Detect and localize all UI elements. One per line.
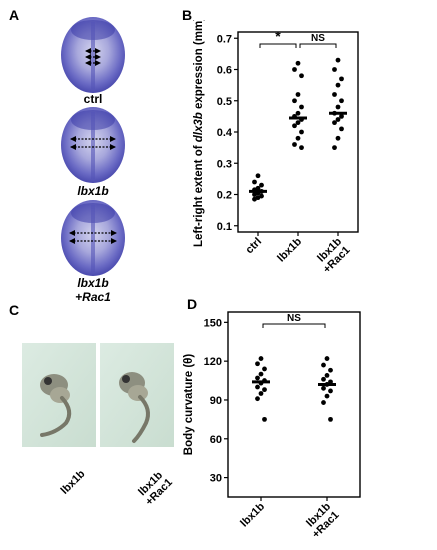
chart-b-point [295,135,301,141]
chart-b-point [292,67,297,72]
chart-b: 0.1 0.2 0.3 0.4 0.5 0.6 0.7 ctrl lbx1b lbx1b+Rac1… [193,20,359,276]
chart-b-point [295,60,301,66]
chart-b-xtick-label: ctrl [244,236,265,257]
chart-b-point [292,123,297,129]
chart-b-ytick-label: 0.5 [217,96,232,108]
larva-label-lbx1b-rac1: lbx1b +Rac1 [131,464,179,512]
embryo-lbx1b-rac1 [61,200,125,276]
panel-letter-c: C [9,302,20,318]
embryo-label-lbx1b-rac1: lbx1b +Rac1 [53,276,133,304]
chart-b-sig-bracket [299,43,337,48]
chart-d-point [328,367,333,373]
chart-d-ylabel: Body curvature (θ) [183,354,195,456]
chart-d-point [258,371,264,377]
chart-d-point [321,362,326,368]
chart-b-ylabel: Left-right extent of dlx3b expression (m… [193,20,205,247]
chart-b-point [295,92,301,97]
chart-b-point [252,179,257,185]
chart-b-point [332,92,337,97]
chart-b-ytick-label: 0.2 [217,190,232,202]
chart-d-point [255,396,260,402]
chart-d-point [324,372,330,378]
chart-b-point [299,129,304,135]
embryo-ctrl [61,17,125,93]
chart-b-point [259,182,264,188]
chart-d-point [255,361,260,367]
chart-b-point [295,120,301,126]
embryo-images [61,17,125,276]
larva-lbx1b-rac1-photo [100,343,174,447]
chart-b-point [335,117,341,122]
chart-b-point [295,110,301,116]
chart-d-ytick-label: 30 [210,473,222,485]
chart-d: 30 60 90 120 150 lbx1b lbx1b+Rac1 Body curvatur… [183,311,361,541]
chart-d-point [255,384,260,390]
chart-b-point [299,145,304,151]
chart-b-ytick-label: 0.3 [217,158,232,170]
chart-b-xtick-label: lbx1b+Rac1 [312,235,352,275]
chart-b-sig-label: * [275,28,281,44]
chart-b-ytick-label: 0.1 [217,221,232,233]
chart-b-point [255,173,261,179]
chart-d-ytick-label: 60 [210,434,222,446]
chart-b-point [299,104,304,110]
chart-b-point [332,67,337,72]
chart-d-point [262,366,267,372]
chart-d-sig-label: NS [287,313,301,324]
chart-b-sig-label: NS [311,33,325,44]
chart-d-point [258,391,264,396]
chart-d-xtick-label: lbx1b+Rac1 [301,500,341,540]
embryo-label-lbx1b-rac1-line2: +Rac1 [75,290,111,304]
chart-b-point [339,98,344,104]
larva-lbx1b-photo [22,343,96,447]
panel-letter-a: A [9,7,20,23]
embryo-label-ctrl: ctrl [83,92,103,106]
chart-b-point [292,98,297,104]
chart-d-ytick-label: 90 [210,395,222,407]
chart-b-sig-bracket [259,43,297,48]
chart-d-plot-frame [227,311,361,498]
chart-b-ytick-label: 0.7 [217,33,232,45]
chart-d-point [324,356,330,361]
chart-b-point [292,142,297,147]
chart-d-point [328,416,333,422]
larva-label-lbx1b-line1: lbx1b [58,467,88,497]
chart-d-point [262,416,267,422]
chart-b-point [252,192,257,197]
chart-b-point [299,73,304,79]
panel-letter-b: B [182,7,193,23]
chart-d-ytick-label: 150 [204,317,222,329]
chart-b-point [335,104,341,110]
chart-b-point [332,120,337,126]
chart-d-point [262,387,267,393]
chart-b-point [332,145,337,151]
chart-d-xtick-label: lbx1b [238,500,267,529]
larva-label-lbx1b: lbx1b [55,464,92,501]
embryo-lbx1b [61,107,125,183]
chart-d-sig-bracket [262,323,326,328]
chart-d-point [324,393,330,399]
chart-b-point [335,82,341,88]
chart-d-ytick-label: 120 [204,356,222,368]
chart-b-ytick-label: 0.4 [217,127,233,139]
chart-d-point [258,356,264,361]
chart-b-xtick-label: lbx1b [275,235,304,264]
chart-d-point [321,400,326,405]
chart-b-point [335,57,341,63]
embryo-label-lbx1b: lbx1b [77,184,109,198]
chart-b-point [339,126,344,132]
larvae-images [22,343,174,447]
chart-d-point [321,385,326,391]
chart-b-ytick-label: 0.6 [217,65,232,77]
chart-b-point [252,196,257,202]
panel-letter-d: D [187,296,198,312]
chart-d-point [321,376,326,382]
chart-b-point [339,113,344,119]
chart-d-point [328,388,333,394]
embryo-label-lbx1b-rac1-line1: lbx1b [77,276,109,290]
chart-d-point [255,375,260,381]
chart-b-point [339,76,344,82]
chart-b-point [335,135,341,141]
